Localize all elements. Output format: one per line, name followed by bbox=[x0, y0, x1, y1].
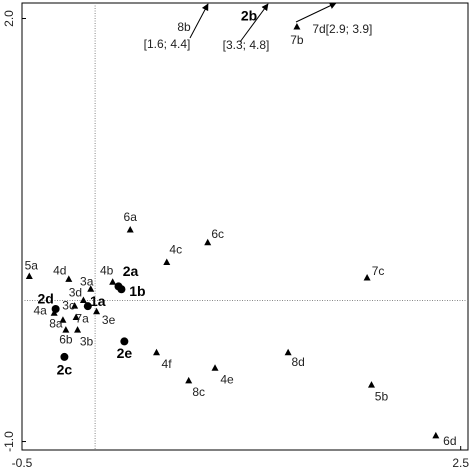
point-label: 5b bbox=[375, 389, 389, 403]
point-label: 2a bbox=[123, 263, 139, 279]
point bbox=[211, 364, 219, 371]
point bbox=[163, 258, 171, 265]
outlier-coords: [1.6; 4.4] bbox=[144, 37, 191, 51]
x-tick-label: 2.5 bbox=[452, 456, 469, 470]
point bbox=[363, 273, 371, 281]
outlier-label: 7d bbox=[312, 22, 325, 36]
outlier-arrow bbox=[189, 3, 209, 39]
point-label: 6b bbox=[59, 332, 73, 346]
point-label: 4b bbox=[100, 263, 114, 277]
point-label: 3b bbox=[80, 334, 94, 348]
x-tick-label: -0.5 bbox=[12, 456, 33, 470]
point-label: 4a bbox=[33, 303, 47, 317]
point-label: 2c bbox=[57, 362, 73, 378]
point bbox=[284, 348, 292, 356]
point-label: 4f bbox=[162, 357, 173, 371]
point-label: 6d bbox=[443, 434, 456, 448]
point-label: 7b bbox=[290, 33, 304, 47]
outlier-label: 8b bbox=[177, 20, 191, 34]
point-label: 8c bbox=[192, 385, 205, 399]
point bbox=[117, 285, 126, 294]
point-label: 1b bbox=[129, 283, 145, 299]
point bbox=[25, 272, 33, 280]
point bbox=[79, 296, 87, 304]
point-label: 2e bbox=[117, 345, 133, 361]
point-label: 3a bbox=[80, 274, 94, 288]
point bbox=[60, 352, 69, 361]
point-label: 3c bbox=[62, 298, 75, 312]
outlier-arrow bbox=[295, 2, 337, 23]
plot-frame bbox=[21, 2, 469, 451]
point-label: 7c bbox=[372, 264, 385, 278]
point bbox=[59, 316, 67, 323]
point bbox=[50, 309, 58, 316]
point bbox=[204, 238, 212, 246]
outlier-coords: [3.3; 4.8] bbox=[223, 38, 270, 52]
point bbox=[93, 307, 101, 315]
point-label: 6a bbox=[124, 210, 138, 224]
point bbox=[83, 302, 92, 311]
outlier-arrow bbox=[239, 3, 269, 43]
point-label: 3e bbox=[102, 313, 116, 327]
point bbox=[153, 348, 161, 356]
point-label: 1a bbox=[90, 293, 106, 309]
point-label: 2d bbox=[37, 291, 53, 307]
point bbox=[367, 381, 375, 388]
point bbox=[71, 302, 79, 309]
point bbox=[74, 326, 82, 333]
point bbox=[72, 313, 80, 320]
point-label: 5a bbox=[25, 259, 39, 273]
point-label: 7a bbox=[75, 312, 89, 326]
point bbox=[87, 285, 95, 292]
point bbox=[185, 376, 193, 384]
point-label: 4d bbox=[53, 264, 66, 278]
point bbox=[293, 22, 301, 30]
point bbox=[109, 278, 117, 285]
point-label: 3d bbox=[69, 286, 82, 300]
outlier-coords: [2.9; 3.9] bbox=[326, 22, 373, 36]
point-label: 4c bbox=[169, 243, 182, 257]
point bbox=[126, 226, 134, 233]
point bbox=[62, 326, 70, 333]
point-label: 8a bbox=[49, 316, 63, 330]
point bbox=[120, 337, 129, 346]
point-label: 8d bbox=[291, 355, 304, 369]
point-label: 4e bbox=[220, 372, 234, 386]
y-tick-label: -1.0 bbox=[2, 431, 16, 452]
point bbox=[65, 275, 73, 282]
point-label: 6c bbox=[211, 227, 224, 241]
point bbox=[432, 431, 440, 439]
y-tick-label: 2.0 bbox=[2, 10, 16, 27]
outlier-label: 2b bbox=[241, 8, 257, 24]
